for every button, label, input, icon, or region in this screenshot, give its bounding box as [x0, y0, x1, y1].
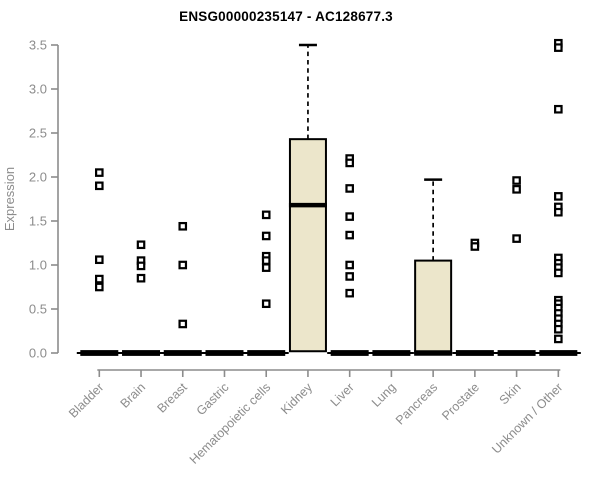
outlier-point	[554, 207, 563, 217]
outlier-point	[178, 221, 188, 231]
outlier-point	[94, 181, 104, 191]
outlier-point	[94, 282, 104, 292]
y-tick-label: 1.5	[29, 214, 47, 229]
x-tick-label: Unknown / Other	[489, 380, 565, 456]
outlier-point	[345, 288, 354, 298]
outlier-point	[345, 158, 354, 168]
outlier-point	[345, 260, 354, 270]
box	[414, 259, 453, 355]
outlier-point	[178, 260, 188, 270]
outlier-point	[554, 104, 563, 114]
x-tick-label: Lung	[369, 380, 399, 410]
box	[288, 138, 327, 353]
collapsed-box-bar	[497, 350, 536, 356]
y-tick-label: 3.5	[29, 38, 47, 53]
outlier-point	[261, 299, 271, 309]
outlier-point	[136, 240, 146, 250]
outlier-point	[94, 274, 104, 284]
y-axis-title: Expression	[2, 167, 17, 231]
outlier-point	[554, 324, 563, 334]
outlier-point	[554, 43, 563, 52]
x-tick-label: Hematopoietic cells	[187, 380, 274, 467]
outlier-point	[345, 212, 354, 221]
collapsed-box-bar	[163, 350, 202, 356]
outlier-point	[554, 192, 563, 201]
outlier-point	[345, 272, 354, 281]
chart-title: ENSG00000235147 - AC128677.3	[179, 9, 393, 24]
collapsed-box-bar	[539, 350, 578, 356]
y-tick-label: 0.5	[29, 302, 47, 317]
x-tick-label: Prostate	[439, 380, 482, 423]
collapsed-box-bar	[330, 350, 369, 356]
outlier-point	[512, 176, 521, 185]
collapsed-box-bar	[455, 350, 494, 356]
outlier-point	[554, 334, 563, 344]
outlier-point	[345, 230, 354, 240]
y-tick-label: 2.0	[29, 170, 47, 185]
outlier-point	[136, 261, 146, 271]
outlier-point	[512, 234, 521, 243]
y-tick-label: 0.0	[29, 346, 47, 361]
collapsed-box-bar	[122, 350, 161, 356]
x-tick-label: Skin	[497, 380, 524, 407]
x-tick-label: Bladder	[66, 380, 106, 420]
collapsed-box-bar	[205, 350, 244, 356]
x-tick-label: Kidney	[278, 380, 315, 417]
x-tick-label: Breast	[154, 380, 190, 416]
outlier-point	[136, 273, 146, 283]
outlier-point	[554, 268, 563, 278]
outlier-point	[261, 210, 271, 220]
collapsed-box-bar	[372, 350, 411, 356]
outlier-point	[345, 184, 354, 193]
x-tick-label: Gastric	[194, 380, 232, 418]
outlier-point	[470, 242, 480, 251]
outlier-point	[261, 256, 271, 265]
y-tick-label: 2.5	[29, 126, 47, 141]
outlier-point	[261, 263, 271, 272]
x-tick-label: Brain	[118, 380, 149, 411]
outlier-point	[94, 255, 104, 265]
y-tick-label: 3.0	[29, 82, 47, 97]
x-tick-label: Liver	[328, 380, 357, 409]
outlier-point	[94, 168, 104, 177]
collapsed-box-bar	[80, 350, 119, 356]
outlier-point	[261, 231, 271, 241]
outlier-point	[512, 185, 521, 194]
x-tick-label: Pancreas	[393, 380, 440, 427]
y-tick-label: 1.0	[29, 258, 47, 273]
collapsed-box-bar	[247, 350, 286, 356]
outlier-point	[178, 319, 188, 329]
